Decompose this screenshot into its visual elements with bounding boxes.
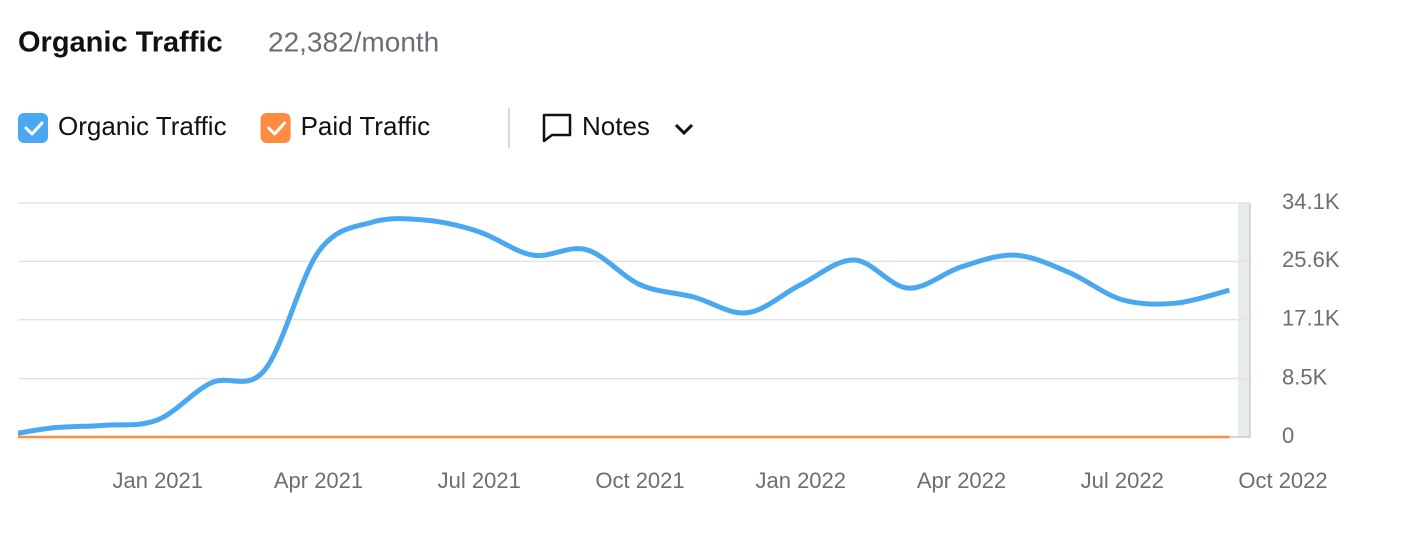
y-tick-label: 8.5K	[1282, 364, 1328, 389]
chart-title: Organic Traffic	[18, 27, 223, 59]
legend-label: Organic Traffic	[58, 111, 227, 141]
chart-subtitle: 22,382/month	[268, 26, 439, 57]
x-tick-label: Jul 2022	[1081, 468, 1164, 493]
legend-item[interactable]: Paid Traffic	[260, 111, 431, 143]
y-tick-label: 0	[1282, 423, 1294, 448]
chevron	[674, 123, 694, 136]
notes-label: Notes	[582, 111, 650, 141]
legend-checkbox	[18, 113, 48, 143]
x-tick-label: Oct 2021	[595, 468, 684, 493]
series-line	[18, 216, 1231, 436]
check-mark	[267, 121, 287, 136]
y-tick-label: 34.1K	[1282, 189, 1340, 214]
x-tick-label: Apr 2022	[917, 468, 1006, 493]
legend-label: Paid Traffic	[301, 111, 431, 141]
x-tick-label: Jul 2021	[438, 468, 521, 493]
x-tick-label: Jan 2022	[755, 468, 846, 493]
legend-item[interactable]: Organic Traffic	[18, 111, 227, 143]
legend-checkbox	[260, 113, 291, 143]
notes-icon	[542, 113, 572, 143]
x-tick-label: Oct 2022	[1238, 468, 1327, 493]
y-tick-label: 17.1K	[1282, 305, 1340, 330]
notes-button[interactable]: Notes	[542, 111, 694, 143]
x-tick-label: Jan 2021	[112, 468, 203, 493]
check-mark	[24, 121, 44, 136]
x-tick-label: Apr 2021	[274, 468, 363, 493]
y-tick-label: 25.6K	[1282, 247, 1340, 272]
